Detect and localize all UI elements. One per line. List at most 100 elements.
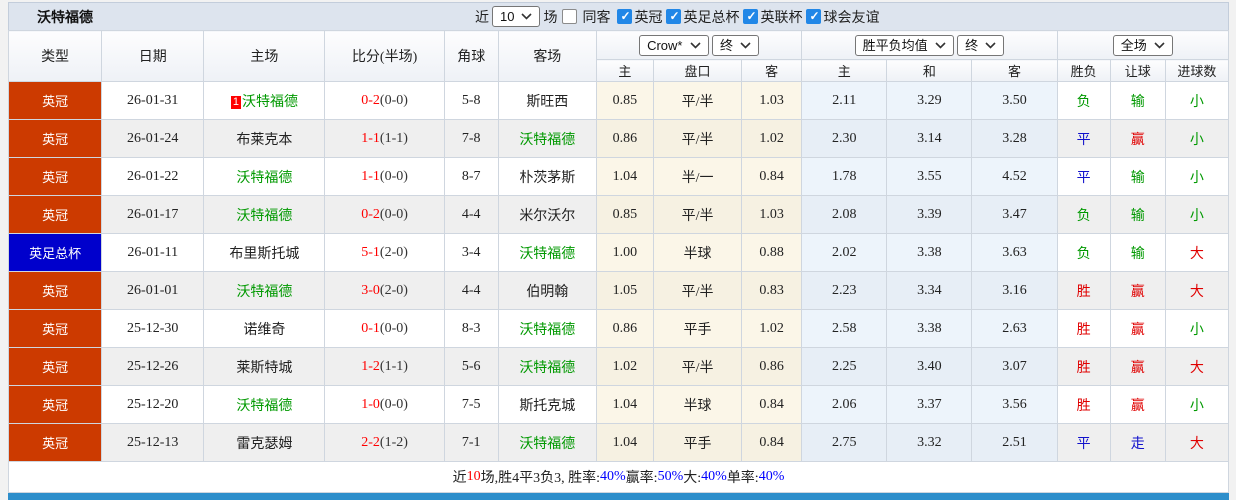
filter-controls: 近 10 场 同客 英冠 英足总杯 英联杯 球会友谊 xyxy=(475,6,879,27)
half-time-score: (0-0) xyxy=(379,168,408,184)
chevron-down-icon xyxy=(521,13,533,20)
result-outcome: 平 xyxy=(1056,423,1111,462)
match-scope-select[interactable]: 全场 xyxy=(1112,34,1173,56)
handicap-home-odds: 1.04 xyxy=(595,385,654,424)
home-team-cell: 诺维奇 xyxy=(203,309,326,348)
team-name: 沃特福德 xyxy=(519,436,576,452)
score-cell: 1-1(0-0) xyxy=(324,157,445,196)
avg-win-odds: 2.30 xyxy=(801,119,888,158)
same-away-checkbox[interactable] xyxy=(562,9,578,24)
league-filters: 英冠 英足总杯 英联杯 球会友谊 xyxy=(613,7,879,27)
filter-checkbox[interactable] xyxy=(617,9,633,24)
away-team-cell: 斯旺西 xyxy=(497,81,597,120)
date-cell: 26-01-31 xyxy=(101,81,205,120)
away-team-cell: 朴茨茅斯 xyxy=(497,157,597,196)
result-handicap: 输 xyxy=(1109,157,1166,196)
team-name: 沃特福德 xyxy=(519,132,576,148)
handicap-line: 平/半 xyxy=(652,195,743,234)
half-time-score: (1-2) xyxy=(379,434,408,450)
handicap-line: 平/半 xyxy=(652,347,743,386)
team-title: 沃特福德 xyxy=(37,8,93,25)
team-name: 沃特福德 xyxy=(236,284,293,300)
table-row: 英冠 26-01-24 布莱克本 1-1(1-1) 7-8 沃特福德 0.86 平/半 1.02… xyxy=(7,119,1230,158)
date-cell: 25-12-13 xyxy=(101,423,205,462)
score-cell: 1-0(0-0) xyxy=(324,385,445,424)
subheader-handicap-away: 客 xyxy=(741,59,803,82)
avg-draw-odds: 3.29 xyxy=(886,81,973,120)
filter-checkbox[interactable] xyxy=(806,9,822,24)
result-handicap: 输 xyxy=(1109,233,1166,272)
handicap-line: 半球 xyxy=(652,233,743,272)
filter-item: 英联杯 xyxy=(741,7,802,27)
team-name: 伯明翰 xyxy=(526,284,569,300)
avg-lose-odds: 3.16 xyxy=(971,271,1058,310)
result-goals: 小 xyxy=(1164,385,1230,424)
league-cell: 英冠 xyxy=(7,157,103,196)
team-name: 沃特福德 xyxy=(519,322,576,338)
odds-stage-select-1[interactable]: 终 xyxy=(712,34,760,56)
table-row: 英冠 26-01-01 沃特福德 3-0(2-0) 4-4 伯明翰 1.05 平/半 0.83 2… xyxy=(7,271,1230,310)
home-team-cell: 沃特福德 xyxy=(203,271,326,310)
date-cell: 26-01-17 xyxy=(101,195,205,234)
recent-count-select[interactable]: 10 xyxy=(492,6,541,27)
filter-label: 英联杯 xyxy=(760,8,803,25)
league-cell: 英冠 xyxy=(7,119,103,158)
date-cell: 26-01-22 xyxy=(101,157,205,196)
handicap-line: 半/一 xyxy=(652,157,743,196)
result-handicap: 赢 xyxy=(1109,385,1166,424)
half-time-score: (0-0) xyxy=(379,396,408,412)
team-name: 沃特福德 xyxy=(236,170,293,186)
result-outcome: 负 xyxy=(1056,195,1111,234)
full-time-score: 5-1 xyxy=(361,244,380,260)
subheader-avg-draw: 和 xyxy=(886,59,973,82)
result-outcome: 负 xyxy=(1056,233,1111,272)
away-team-cell: 沃特福德 xyxy=(497,119,597,158)
header-score: 比分(半场) xyxy=(324,30,445,82)
summary-footer: 近 10 场,胜4平3负3, 胜率: 40% 赢率: 50% 大: 40% 单率: 40% xyxy=(8,462,1229,493)
league-cell: 英冠 xyxy=(7,271,103,310)
handicap-away-odds: 0.83 xyxy=(741,271,803,310)
avg-draw-odds: 3.40 xyxy=(886,347,973,386)
avg-lose-odds: 2.63 xyxy=(971,309,1058,348)
corners-cell: 5-8 xyxy=(443,81,499,120)
handicap-home-odds: 0.85 xyxy=(595,81,654,120)
corners-cell: 7-5 xyxy=(443,385,499,424)
avg-win-odds: 2.23 xyxy=(801,271,888,310)
away-team-cell: 沃特福德 xyxy=(497,347,597,386)
team-name: 布里斯托城 xyxy=(229,246,300,262)
header-corners: 角球 xyxy=(443,30,499,82)
odds-stage-select-2[interactable]: 终 xyxy=(957,34,1005,56)
half-time-score: (0-0) xyxy=(379,206,408,222)
handicap-home-odds: 0.85 xyxy=(595,195,654,234)
avg-type-select[interactable]: 胜平负均值 xyxy=(854,34,954,56)
result-outcome: 负 xyxy=(1056,81,1111,120)
result-goals: 大 xyxy=(1164,423,1230,462)
avg-win-odds: 2.75 xyxy=(801,423,888,462)
team-name: 诺维奇 xyxy=(243,322,286,338)
odds-company-select[interactable]: Crow* xyxy=(639,34,709,56)
half-time-score: (2-0) xyxy=(379,244,408,260)
avg-win-odds: 1.78 xyxy=(801,157,888,196)
result-handicap: 输 xyxy=(1109,81,1166,120)
avg-win-odds: 2.58 xyxy=(801,309,888,348)
result-handicap: 走 xyxy=(1109,423,1166,462)
result-goals: 大 xyxy=(1164,271,1230,310)
chevron-down-icon xyxy=(985,41,996,49)
chevron-down-icon xyxy=(740,41,751,49)
handicap-line: 半球 xyxy=(652,385,743,424)
score-cell: 1-1(1-1) xyxy=(324,119,445,158)
score-cell: 0-2(0-0) xyxy=(324,195,445,234)
filter-label: 英冠 xyxy=(634,8,663,25)
chevron-down-icon xyxy=(689,41,701,49)
handicap-line: 平手 xyxy=(652,309,743,348)
league-cell: 英冠 xyxy=(7,309,103,348)
chevron-down-icon xyxy=(935,41,946,49)
filter-checkbox[interactable] xyxy=(666,9,682,24)
handicap-home-odds: 0.86 xyxy=(595,119,654,158)
header-home: 主场 xyxy=(203,30,326,82)
rank-badge: 1 xyxy=(230,95,241,109)
filter-checkbox[interactable] xyxy=(743,9,759,24)
match-history-panel: 沃特福德 近 10 场 同客 英冠英足总杯英联杯球会友谊 类型 日期 主场 xyxy=(7,2,1230,500)
team-name: 沃特福德 xyxy=(241,94,298,110)
full-time-score: 0-1 xyxy=(361,320,380,336)
